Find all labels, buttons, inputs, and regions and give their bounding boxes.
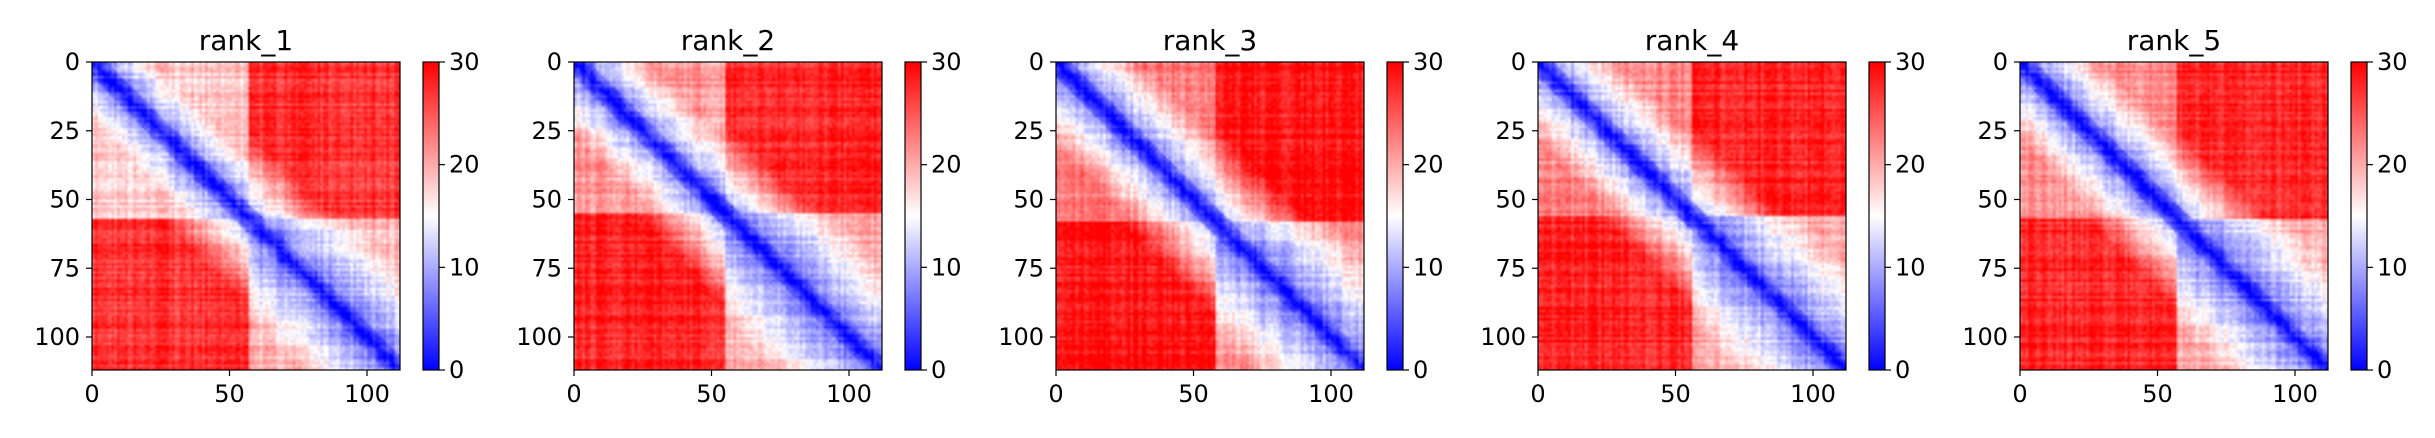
x-tick-label: 100 [826, 380, 872, 408]
colorbar-tick-label: 10 [931, 253, 962, 281]
axes-frame [1055, 61, 1365, 371]
colorbar-tick-label: 10 [1895, 253, 1926, 281]
heatmap-image [92, 62, 400, 370]
colorbar-tick-label: 0 [449, 356, 464, 384]
heatmap-panel-2: rank_2 0 50 100 0 25 50 75 100 0 10 20 30 [516, 24, 961, 408]
y-tick-label: 50 [49, 186, 80, 214]
y-tick-label: 50 [531, 186, 562, 214]
colorbar-tick-label: 20 [449, 151, 480, 179]
y-tick-label: 100 [998, 323, 1044, 351]
colorbar-tick-label: 30 [2377, 48, 2408, 76]
y-tick-label: 50 [1013, 186, 1044, 214]
colorbar-tick-label: 30 [449, 48, 480, 76]
x-tick-label: 100 [1790, 380, 1836, 408]
heatmap-image [1538, 62, 1846, 370]
y-tick-label: 0 [1511, 48, 1526, 76]
panel-title: rank_4 [1645, 24, 1739, 57]
x-tick-label: 0 [566, 380, 581, 408]
colorbar-tick-label: 30 [1413, 48, 1444, 76]
heatmap-panel-1: rank_1 0 50 100 0 25 50 75 100 0 10 20 30 [34, 24, 479, 408]
y-tick-label: 50 [1977, 186, 2008, 214]
y-tick-label: 25 [1495, 117, 1526, 145]
colorbar-tick-label: 20 [1413, 151, 1444, 179]
x-tick-label: 0 [1530, 380, 1545, 408]
y-tick-label: 100 [1480, 323, 1526, 351]
axes-frame [2019, 61, 2329, 371]
colorbar-tick-label: 0 [931, 356, 946, 384]
panel-title: rank_5 [2127, 24, 2221, 57]
colorbar-tick-label: 10 [449, 253, 480, 281]
colorbar-tick-label: 30 [931, 48, 962, 76]
colorbar [1386, 61, 1404, 371]
colorbar-tick-label: 10 [2377, 253, 2408, 281]
heatmap-panel-3: rank_3 0 50 100 0 25 50 75 100 0 10 20 30 [998, 24, 1443, 408]
y-tick-label: 0 [1993, 48, 2008, 76]
y-tick-label: 75 [49, 254, 80, 282]
colorbar-tick-label: 0 [1413, 356, 1428, 384]
y-tick-label: 25 [1977, 117, 2008, 145]
y-tick-label: 25 [49, 117, 80, 145]
colorbar-tick-label: 0 [2377, 356, 2392, 384]
x-tick-label: 50 [1178, 380, 1209, 408]
colorbar [2350, 61, 2368, 371]
colorbar-tick-label: 20 [931, 151, 962, 179]
y-tick-label: 0 [65, 48, 80, 76]
y-tick-label: 100 [516, 323, 562, 351]
x-tick-label: 100 [1308, 380, 1354, 408]
x-tick-label: 0 [84, 380, 99, 408]
colorbar-tick-label: 20 [1895, 151, 1926, 179]
y-tick-label: 25 [1013, 117, 1044, 145]
axes-frame [1537, 61, 1847, 371]
colorbar-tick-label: 0 [1895, 356, 1910, 384]
heatmap-image [2020, 62, 2328, 370]
x-tick-label: 50 [696, 380, 727, 408]
heatmap-panel-5: rank_5 0 50 100 0 25 50 75 100 0 10 20 30 [1962, 24, 2407, 408]
y-tick-label: 100 [34, 323, 80, 351]
x-tick-label: 100 [2272, 380, 2318, 408]
x-tick-label: 0 [2012, 380, 2027, 408]
x-tick-label: 50 [1660, 380, 1691, 408]
y-tick-label: 75 [1495, 254, 1526, 282]
panel-title: rank_1 [199, 24, 293, 57]
colorbar-tick-label: 10 [1413, 253, 1444, 281]
y-tick-label: 75 [1013, 254, 1044, 282]
heatmap-image [1056, 62, 1364, 370]
y-tick-label: 50 [1495, 186, 1526, 214]
colorbar [422, 61, 440, 371]
y-tick-label: 100 [1962, 323, 2008, 351]
y-tick-label: 75 [531, 254, 562, 282]
x-tick-label: 0 [1048, 380, 1063, 408]
y-tick-label: 0 [1029, 48, 1044, 76]
heatmap-panel-4: rank_4 0 50 100 0 25 50 75 100 0 10 20 30 [1480, 24, 1925, 408]
panel-title: rank_2 [681, 24, 775, 57]
x-tick-label: 50 [214, 380, 245, 408]
heatmap-image [574, 62, 882, 370]
panel-title: rank_3 [1163, 24, 1257, 57]
colorbar [904, 61, 922, 371]
x-tick-label: 100 [344, 380, 390, 408]
colorbar [1868, 61, 1886, 371]
axes-frame [573, 61, 883, 371]
y-tick-label: 25 [531, 117, 562, 145]
x-tick-label: 50 [2142, 380, 2173, 408]
colorbar-tick-label: 30 [1895, 48, 1926, 76]
y-tick-label: 0 [547, 48, 562, 76]
colorbar-tick-label: 20 [2377, 151, 2408, 179]
y-tick-label: 75 [1977, 254, 2008, 282]
axes-frame [91, 61, 401, 371]
